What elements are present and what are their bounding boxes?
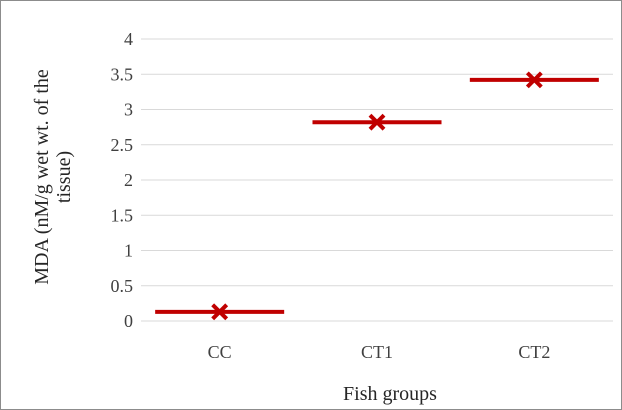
y-tick-label: 1 (124, 241, 133, 261)
data-marker-stroke (368, 113, 386, 131)
x-tick-label: CT1 (361, 342, 393, 362)
y-tick-label: 3 (124, 100, 133, 120)
data-point-cc (155, 303, 285, 321)
data-point-ct1 (312, 113, 442, 131)
y-tick-label: 0.5 (111, 276, 134, 296)
y-tick-label: 2 (124, 170, 133, 190)
y-tick-label: 1.5 (111, 205, 134, 225)
data-marker-stroke (211, 303, 229, 321)
x-tick-label: CC (208, 342, 232, 362)
x-tick-label: CT2 (518, 342, 550, 362)
data-point-ct2 (469, 71, 599, 89)
y-tick-label: 2.5 (111, 135, 134, 155)
y-tick-label: 3.5 (111, 64, 134, 84)
y-tick-label: 0 (124, 311, 133, 331)
y-axis-title-line-1: MDA (nM/g wet wt. of the (31, 69, 53, 285)
y-tick-labels: 0 0.5 1 1.5 2 2.5 3 3.5 4 (111, 29, 134, 331)
x-tick-labels: CC CT1 CT2 (208, 342, 551, 362)
y-axis-title-line-2: tissue) (53, 151, 75, 203)
data-marker-stroke (525, 71, 543, 89)
grid-layer (141, 38, 613, 322)
x-axis-title: Fish groups (343, 383, 437, 405)
data-marks (155, 71, 599, 321)
y-tick-label: 4 (124, 29, 133, 49)
